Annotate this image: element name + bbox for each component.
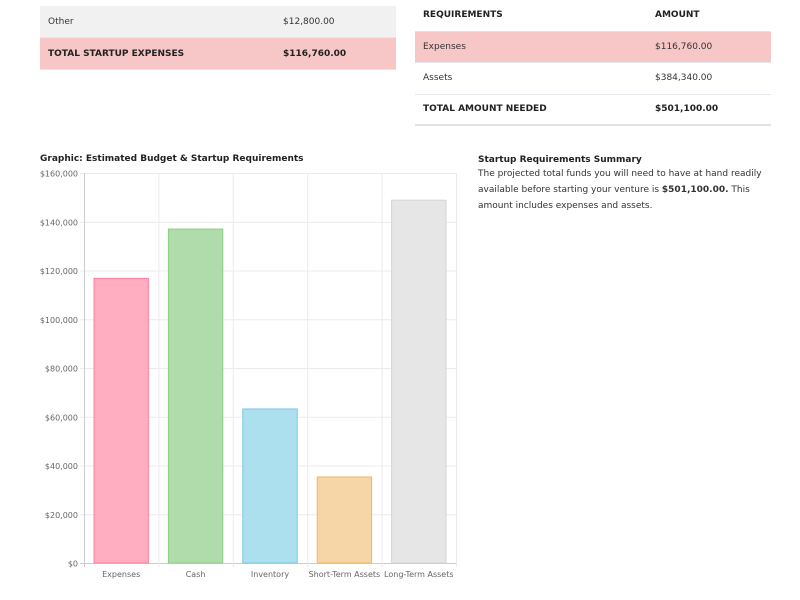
x-tick-label: Short-Term Assets [309,570,381,579]
y-tick-label: $140,000 [40,218,78,227]
summary-text: The projected total funds you will need … [478,166,778,214]
total-amount: $501,100.00 [655,104,719,115]
table-row: Expenses $116,760.00 [415,31,771,63]
table-row: Assets $384,340.00 [415,63,771,95]
summary-title: Startup Requirements Summary [478,155,642,165]
row-amount: $116,760.00 [655,41,713,52]
row-label: Other [48,16,74,27]
bar-short-term-assets [316,476,373,564]
x-tick-label: Expenses [102,570,140,579]
table-header: REQUIREMENTS AMOUNT [415,0,771,32]
header-requirements: REQUIREMENTS [423,10,503,21]
summary-text-after: This amount includes expenses and assets… [478,185,750,211]
y-tick-label: $160,000 [40,170,78,179]
summary-panel: Startup Requirements Summary The project… [478,154,778,214]
row-amount: $384,340.00 [655,73,713,84]
total-label: TOTAL AMOUNT NEEDED [423,104,547,115]
y-tick-label: $0 [68,560,78,569]
summary-amount: $501,100.00. [661,185,729,195]
chart-title: Graphic: Estimated Budget & Startup Requ… [40,154,304,164]
row-label: Assets [423,73,453,84]
startup-expenses-table: Other $12,800.00 TOTAL STARTUP EXPENSES … [40,6,396,70]
x-tick-label: Inventory [251,570,289,579]
bar-long-term-assets [391,199,447,564]
y-tick-label: $40,000 [45,462,78,471]
bar-inventory [242,408,298,564]
header-amount: AMOUNT [655,10,700,21]
y-tick-label: $120,000 [40,267,78,276]
y-tick-label: $60,000 [45,413,78,422]
bar-expenses [93,277,149,564]
bar-cash [167,228,224,564]
total-amount: $116,760.00 [283,48,347,59]
row-amount: $12,800.00 [283,16,335,27]
total-row: TOTAL AMOUNT NEEDED $501,100.00 [415,95,771,126]
x-tick-label: Long-Term Assets [384,570,453,579]
x-tick-label: Cash [186,570,206,579]
total-row: TOTAL STARTUP EXPENSES $116,760.00 [40,38,396,70]
y-tick-label: $80,000 [45,365,78,374]
summary-text-before: The projected total funds you will need … [478,169,762,195]
total-label: TOTAL STARTUP EXPENSES [48,48,185,59]
requirements-table: REQUIREMENTS AMOUNT Expenses $116,760.00… [415,0,771,126]
row-label: Expenses [423,41,466,52]
y-tick-label: $100,000 [40,316,78,325]
y-tick-label: $20,000 [45,511,78,520]
table-row: Other $12,800.00 [40,6,396,38]
